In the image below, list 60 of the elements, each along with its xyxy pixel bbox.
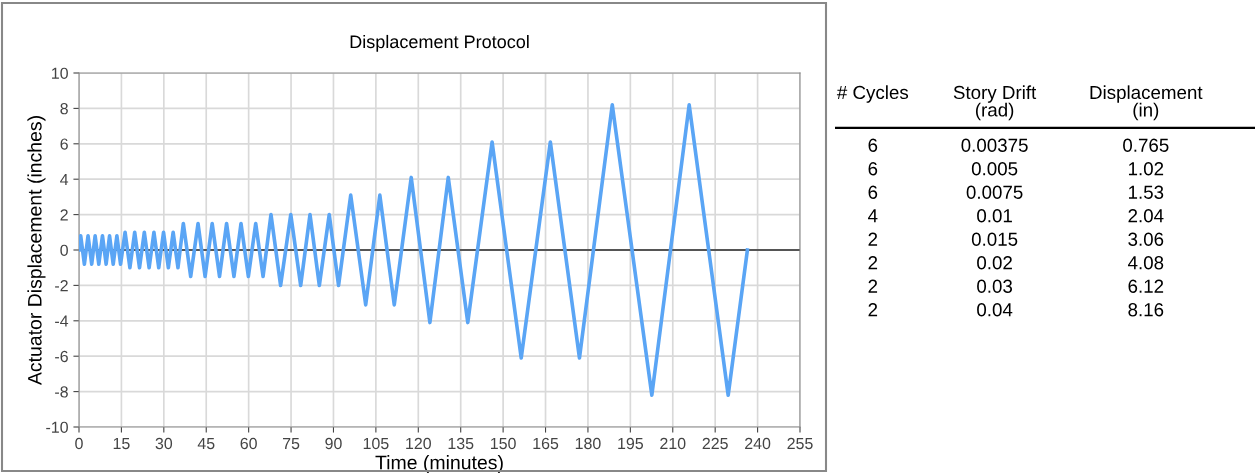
y-tick-label: -8 — [55, 386, 68, 398]
x-tick-label: 150 — [491, 437, 516, 450]
x-tick-label: 135 — [448, 437, 474, 450]
x-axis-title: Time (minutes) — [375, 455, 503, 473]
text: 0.04 — [977, 303, 1013, 317]
text: 6 — [868, 185, 878, 199]
line-series — [79, 103, 750, 397]
x-tick-label: 30 — [155, 437, 173, 450]
text: 1.53 — [1128, 185, 1164, 199]
x-tick-label: 255 — [787, 437, 813, 450]
category-label: # Cycles — [836, 85, 909, 103]
x-tick-label: 45 — [197, 438, 215, 450]
y-tick-label: -10 — [46, 421, 68, 433]
text: 2.04 — [1128, 209, 1164, 223]
x-tick-label: 165 — [533, 437, 559, 450]
y-axis-title: Actuator Displacement (inches) — [27, 116, 46, 386]
x-tick-label: 75 — [283, 438, 300, 450]
text: 0.01 — [977, 209, 1012, 223]
text: 0.0075 — [966, 185, 1023, 199]
text: 1.02 — [1128, 162, 1164, 176]
category-label: Displacement (in) — [1090, 85, 1203, 121]
y-tick-label: 2 — [60, 209, 68, 221]
text: 6.12 — [1128, 279, 1164, 293]
text: 0.02 — [977, 256, 1012, 270]
text: 2 — [868, 232, 878, 246]
text: 0.03 — [977, 279, 1013, 293]
x-tick-label: 240 — [745, 437, 771, 450]
y-tick-label: -2 — [55, 280, 68, 292]
x-tick-label: 180 — [575, 437, 601, 450]
x-tick-label: 0 — [75, 437, 83, 450]
category-label: Story Drift (rad) — [953, 85, 1037, 121]
y-tick-label: -6 — [55, 350, 68, 363]
text: 3.06 — [1128, 232, 1164, 246]
x-tick-label: 15 — [113, 438, 130, 450]
x-tick-label: 120 — [406, 437, 431, 450]
y-tick-label: 6 — [60, 138, 68, 150]
x-tick-label: 225 — [702, 437, 728, 450]
x-tick-label: 90 — [325, 437, 342, 450]
text: 6 — [868, 138, 878, 152]
text: 4 — [868, 209, 878, 223]
x-tick-label: 105 — [363, 437, 389, 450]
text: 2 — [868, 256, 878, 270]
text: 4.08 — [1127, 256, 1164, 270]
text: 8.16 — [1128, 303, 1164, 317]
text: 0.765 — [1123, 138, 1169, 152]
y-tick-label: 4 — [60, 174, 69, 185]
x-tick-label: 60 — [240, 437, 257, 450]
x-tick-label: 210 — [660, 437, 686, 450]
text: 0.015 — [971, 232, 1018, 246]
x-tick-label: 195 — [618, 437, 644, 450]
y-tick-label: -4 — [55, 315, 69, 327]
y-tick-label: 10 — [52, 67, 68, 79]
chart-title: Displacement Protocol — [350, 34, 529, 52]
text: 0.005 — [971, 162, 1018, 176]
text: 0.00375 — [961, 138, 1028, 152]
y-tick-label: 0 — [60, 244, 68, 256]
y-tick-label: 8 — [60, 103, 68, 115]
text: 2 — [868, 279, 878, 293]
text: 6 — [868, 162, 878, 176]
text: 2 — [868, 303, 878, 317]
